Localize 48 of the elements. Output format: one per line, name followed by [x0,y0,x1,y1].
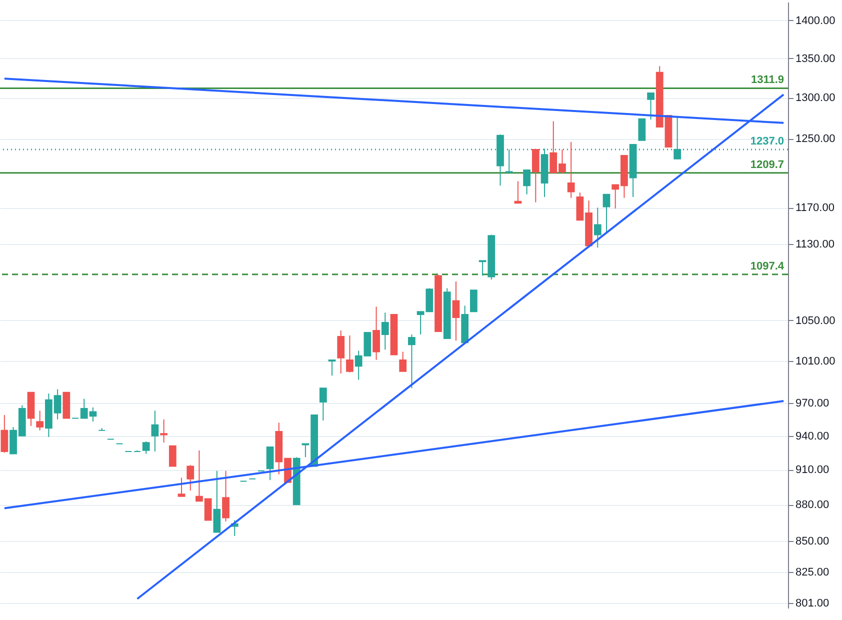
ref-line-label: 1237.0 [750,136,784,148]
y-tick-label: 910.00 [796,464,830,476]
candlestick [222,470,230,522]
ref-line-label: 1311.9 [750,74,784,86]
y-tick-label: 1250.00 [796,133,836,146]
candlestick [337,330,345,374]
y-tick-label: 1400.00 [796,14,836,27]
candlestick [266,446,274,481]
y-tick-label: 880.00 [796,499,830,512]
candlestick [399,351,407,372]
candlestick [532,149,540,203]
y-tick-label: 1170.00 [796,202,834,214]
candlestick [567,141,575,198]
candlestick [178,477,186,497]
y-tick-label: 1010.00 [796,355,836,368]
candlestick [470,290,478,312]
candlestick [151,410,159,452]
candlestick [452,280,460,342]
candlestick [381,312,389,350]
candlestick [186,464,194,492]
y-tick-label: 850.00 [796,535,830,548]
candlestick [514,180,522,204]
y-tick-label: 825.00 [796,566,830,578]
y-tick-label: 1350.00 [796,52,836,65]
candlestick [346,334,354,373]
candlestick [647,92,654,120]
candlestick [213,470,221,533]
candlestick [168,445,176,467]
candlestick [142,440,150,454]
y-tick-label: 1050.00 [796,314,836,327]
candlestick [319,388,327,421]
candlestick [408,334,416,389]
candlestick [0,414,8,454]
candlestick [523,169,530,195]
candlestick [36,410,44,431]
y-tick-label: 1130.00 [796,238,834,250]
ref-line-label: 1097.4 [750,260,785,272]
ref-line-label: 1209.7 [750,158,784,171]
candlestick [160,418,168,444]
candlestick [328,359,336,376]
candlestick [594,207,602,248]
candlestick [602,194,610,234]
y-tick-label: 940.00 [796,430,830,442]
y-tick-label: 801.00 [796,597,830,610]
candlestick [638,118,646,141]
y-tick-label: 970.00 [796,398,830,410]
candlestick [372,306,380,360]
y-tick-label: 1300.00 [796,92,836,104]
